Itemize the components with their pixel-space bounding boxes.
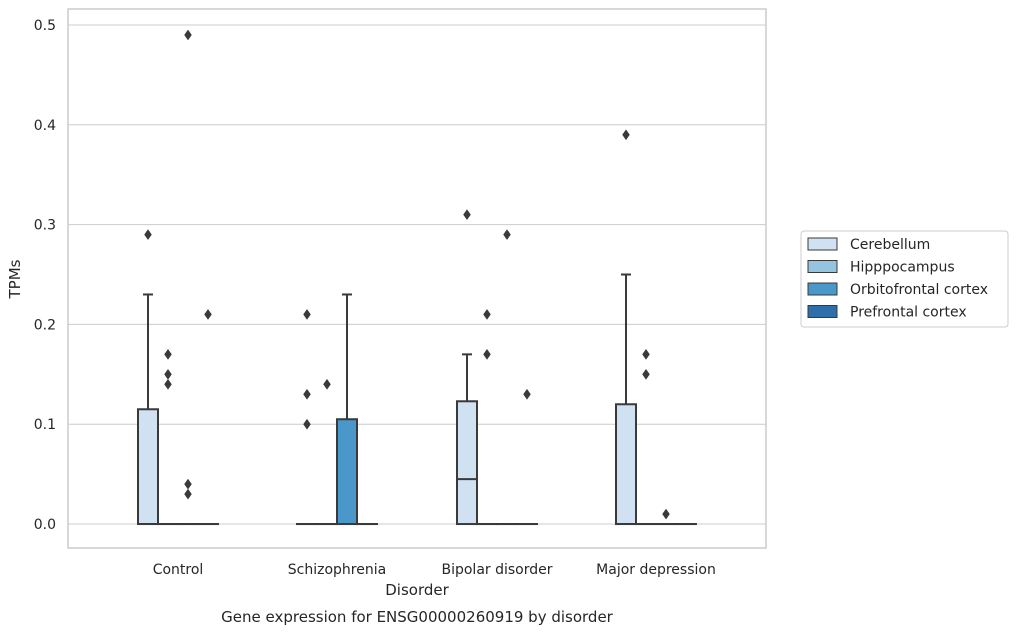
legend-swatch bbox=[807, 305, 838, 318]
legend-label: Orbitofrontal cortex bbox=[850, 282, 988, 298]
outlier-point bbox=[144, 229, 152, 241]
x-tick-label: Control bbox=[153, 562, 204, 578]
chart-title: Gene expression for ENSG00000260919 by d… bbox=[221, 608, 614, 626]
outlier-point bbox=[303, 308, 311, 320]
box-cerebellum bbox=[456, 209, 478, 526]
outlier-point bbox=[642, 368, 650, 380]
box-body bbox=[615, 403, 637, 526]
y-tick-label: 0.0 bbox=[34, 517, 56, 533]
outlier-point bbox=[164, 368, 172, 380]
box-body bbox=[336, 418, 358, 526]
box-hipppocampus bbox=[635, 348, 657, 526]
x-tick-label: Major depression bbox=[596, 562, 716, 578]
legend-label: Cerebellum bbox=[850, 237, 930, 253]
legend-swatch bbox=[807, 282, 838, 296]
box-prefrontal-cortex bbox=[197, 308, 219, 526]
outlier-point bbox=[184, 488, 192, 500]
legend-frame bbox=[800, 230, 1009, 328]
outlier-point bbox=[303, 418, 311, 430]
plot-frame bbox=[67, 8, 767, 549]
box-body bbox=[137, 408, 159, 526]
legend-label: Hipppocampus bbox=[850, 260, 955, 276]
y-tick-label: 0.1 bbox=[34, 417, 56, 433]
outlier-point bbox=[184, 478, 192, 490]
outlier-point bbox=[323, 378, 331, 390]
box-orbitofrontal-cortex bbox=[177, 29, 199, 526]
box-hipppocampus bbox=[157, 348, 179, 526]
legend-swatch bbox=[807, 237, 838, 251]
y-axis-label: TPMs bbox=[6, 259, 24, 299]
box-hipppocampus bbox=[316, 378, 338, 526]
x-tick-label: Schizophrenia bbox=[288, 562, 386, 578]
outlier-point bbox=[523, 388, 531, 400]
x-axis-label: Disorder bbox=[385, 581, 449, 599]
y-tick-label: 0.4 bbox=[34, 118, 56, 134]
outlier-point bbox=[164, 348, 172, 360]
box-body bbox=[456, 400, 478, 526]
box-orbitofrontal-cortex bbox=[655, 508, 677, 526]
y-tick-label: 0.3 bbox=[34, 218, 56, 234]
box-orbitofrontal-cortex bbox=[336, 293, 358, 526]
axes: 0.0 0.1 0.2 0.3 0.4 0.5 Control Schizophrenia Bi… bbox=[34, 8, 767, 578]
box-hipppocampus bbox=[476, 308, 498, 526]
outlier-point bbox=[204, 308, 212, 320]
outlier-point bbox=[662, 508, 670, 520]
outlier-point bbox=[483, 348, 491, 360]
y-tick-label: 0.5 bbox=[34, 18, 56, 34]
outlier-point bbox=[642, 348, 650, 360]
gridlines bbox=[68, 24, 766, 525]
outlier-point bbox=[483, 308, 491, 320]
outlier-point bbox=[463, 209, 471, 221]
box-cerebellum bbox=[615, 129, 637, 526]
outlier-point bbox=[184, 29, 192, 41]
box-cerebellum bbox=[296, 308, 318, 526]
plot-area bbox=[137, 29, 697, 526]
outlier-point bbox=[164, 378, 172, 390]
outlier-point bbox=[622, 129, 630, 141]
outlier-point bbox=[303, 388, 311, 400]
outlier-point bbox=[503, 229, 511, 241]
legend-swatch bbox=[807, 260, 838, 273]
x-tick-label: Bipolar disorder bbox=[441, 562, 552, 578]
legend: Cerebellum Hipppocampus Orbitofrontal cort… bbox=[800, 230, 1009, 328]
box-cerebellum bbox=[137, 229, 159, 526]
legend-label: Prefrontal cortex bbox=[850, 305, 967, 321]
box-prefrontal-cortex bbox=[516, 388, 538, 526]
y-tick-label: 0.2 bbox=[34, 317, 56, 333]
box-orbitofrontal-cortex bbox=[496, 229, 518, 526]
